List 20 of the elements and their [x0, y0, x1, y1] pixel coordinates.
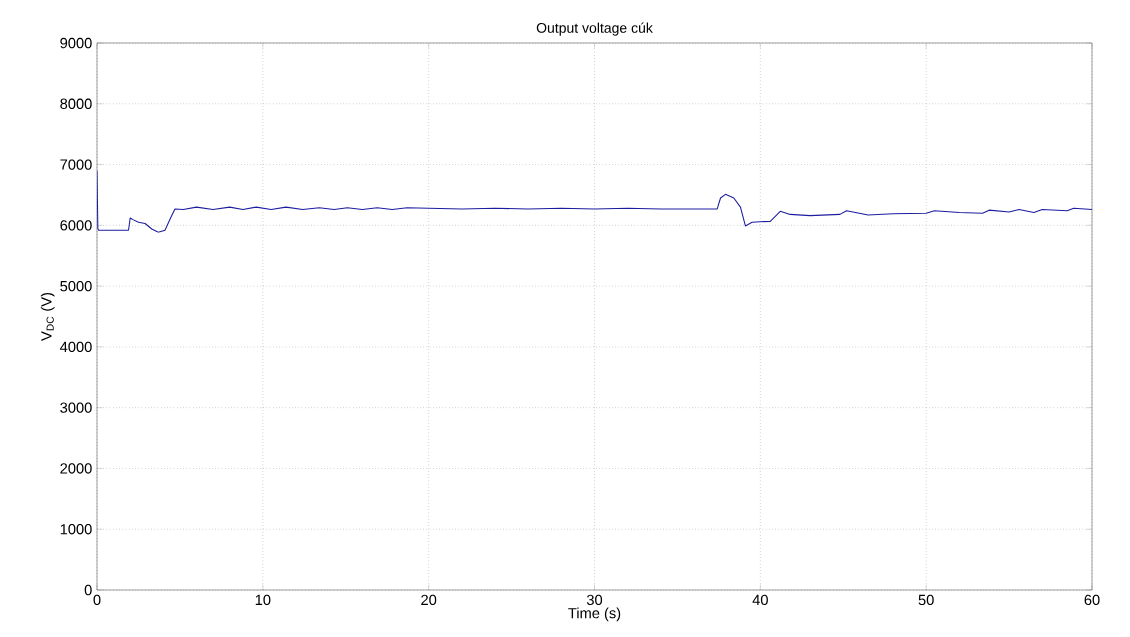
y-tick-label: 6000: [60, 220, 92, 231]
y-tick-label: 1000: [60, 524, 92, 535]
x-tick-label: 50: [918, 594, 934, 606]
y-tick-label: 4000: [60, 341, 92, 353]
y-tick-label: 7000: [60, 159, 92, 170]
x-tick-label: 40: [752, 594, 768, 606]
y-tick-label: 0: [84, 584, 92, 596]
y-axis-title: V$_{DC}$ (V): [40, 292, 55, 341]
x-tick-label: 30: [586, 594, 603, 606]
x-tick-label: 20: [421, 594, 437, 606]
y-tick-label: 5000: [60, 280, 92, 292]
chart-title: Output voltage cúk: [536, 22, 653, 36]
x-axis-title: Time (s): [568, 607, 621, 622]
y-tick-label: 9000: [60, 37, 92, 49]
x-tick-label: 0: [93, 594, 101, 606]
y-tick-label: 2000: [60, 463, 92, 474]
x-tick-label: 60: [1084, 594, 1100, 606]
y-tick-label: 8000: [60, 98, 92, 109]
y-tick-label: 3000: [60, 402, 92, 413]
x-tick-label: 10: [255, 594, 271, 606]
